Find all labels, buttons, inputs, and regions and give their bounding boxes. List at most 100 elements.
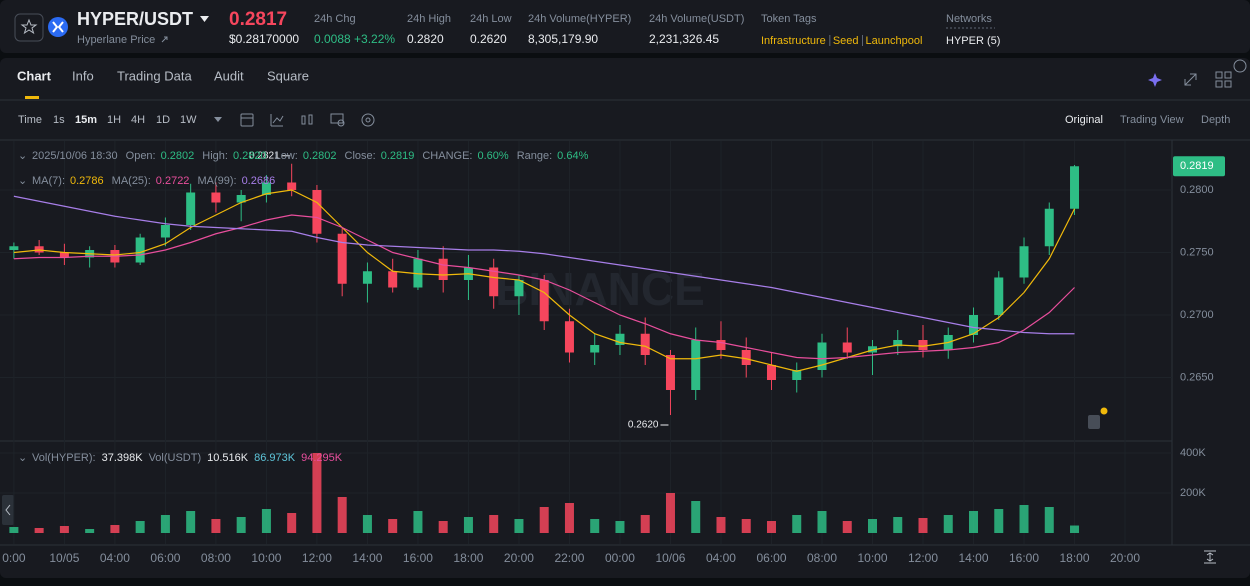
side-toggle[interactable] — [2, 495, 14, 525]
view-option[interactable]: Depth — [1201, 114, 1230, 126]
interval[interactable]: 1H — [107, 114, 121, 126]
x-tick-label: 16:00 — [1009, 551, 1039, 565]
volume-bar — [160, 515, 170, 533]
ma-legend-value: 0.2786 — [70, 175, 104, 187]
volume-legend: Vol(USDT) — [149, 452, 202, 464]
candle-body — [691, 340, 701, 390]
toolbar-icons[interactable] — [240, 113, 375, 127]
active-tab-indicator — [25, 96, 39, 99]
y-tick-label: 0.2700 — [1180, 309, 1214, 321]
candle-body — [994, 277, 1004, 315]
legend-label: Close: — [345, 150, 376, 162]
legend-value: 0.64% — [557, 150, 588, 162]
candle-body — [918, 340, 928, 350]
x-tick-label: 04:00 — [706, 551, 736, 565]
volume-bar — [590, 519, 600, 533]
legend-collapse[interactable]: ⌄ — [18, 150, 27, 162]
legend-date: 2025/10/06 18:30 — [32, 150, 118, 162]
token-tag[interactable]: Infrastructure — [761, 35, 826, 47]
candle-body — [539, 280, 549, 322]
ma-legend-name: MA(99): — [197, 175, 236, 187]
volume-legend: 10.516K — [207, 452, 249, 464]
volume-legend: 94.295K — [301, 452, 343, 464]
view-option[interactable]: Original — [1065, 114, 1103, 126]
alert-dot — [1100, 407, 1108, 415]
candle-body — [160, 225, 170, 238]
subtitle[interactable]: Hyperlane Price — [77, 34, 155, 46]
legend-label: CHANGE: — [422, 150, 472, 162]
volume-bar — [741, 519, 751, 533]
view-option[interactable]: Trading View — [1120, 114, 1184, 126]
interval[interactable]: 1W — [180, 114, 197, 126]
legend-collapse[interactable]: ⌄ — [18, 452, 27, 464]
legend-collapse[interactable]: ⌄ — [18, 175, 27, 187]
candle-body — [186, 192, 196, 225]
stat-label: 24h Volume(USDT) — [649, 13, 744, 25]
interval-dropdown[interactable] — [214, 117, 222, 122]
y-tick-label: 0.2650 — [1180, 371, 1214, 383]
token-tag[interactable]: Launchpool — [866, 35, 923, 47]
volume-bar — [640, 515, 650, 533]
tab[interactable]: Audit — [214, 68, 244, 83]
tab[interactable]: Chart — [17, 68, 52, 83]
layout-icon[interactable] — [1215, 71, 1232, 88]
axis-scale-icon[interactable] — [1204, 550, 1216, 564]
candle-body — [362, 271, 372, 284]
tab[interactable]: Square — [267, 68, 309, 83]
favorite-button[interactable] — [14, 13, 44, 42]
volume-bar — [514, 519, 524, 533]
x-tick-label: 14:00 — [352, 551, 382, 565]
token-tag[interactable]: Seed — [833, 35, 859, 47]
volume-bar — [9, 527, 19, 533]
interval[interactable]: 15m — [75, 114, 97, 126]
side-toggle-arrow — [5, 504, 11, 516]
stat-label: 24h Volume(HYPER) — [528, 13, 631, 25]
ma-legend-name: MA(7): — [32, 175, 65, 187]
volume-bar — [413, 511, 423, 533]
y-tick-label: 0.2800 — [1180, 184, 1214, 196]
volume-bar — [261, 509, 271, 533]
volume-bar — [135, 521, 145, 533]
candle-body — [1070, 166, 1080, 209]
volume-bar — [665, 493, 675, 533]
volume-bar — [59, 526, 69, 533]
interval[interactable]: Time — [18, 114, 42, 126]
ai-icon[interactable] — [1148, 73, 1162, 87]
stat-label: 24h Chg — [314, 13, 356, 25]
candle-body — [514, 280, 524, 297]
ma-line — [13, 189, 1076, 372]
pair-dropdown[interactable] — [200, 16, 209, 22]
x-tick-label: 14:00 — [958, 551, 988, 565]
x-tick-label: 16:00 — [403, 551, 433, 565]
interval[interactable]: 4H — [131, 114, 145, 126]
x-tick-label: 18:00 — [453, 551, 483, 565]
networks-value[interactable]: HYPER (5) — [946, 35, 1000, 47]
stat-label: 24h High — [407, 13, 451, 25]
interval[interactable]: 1s — [53, 114, 65, 126]
volume-bar — [463, 517, 473, 533]
tab[interactable]: Info — [72, 68, 94, 83]
y-tick-label: 200K — [1180, 487, 1206, 499]
candle-body — [312, 190, 322, 234]
ma-legend-name: MA(25): — [112, 175, 151, 187]
volume-bar — [918, 518, 928, 533]
volume-bar — [1019, 505, 1029, 533]
close-icon[interactable] — [1233, 59, 1247, 73]
tab[interactable]: Trading Data — [117, 68, 192, 83]
volume-legend: 86.973K — [254, 452, 296, 464]
volume-bar — [186, 511, 196, 533]
interval[interactable]: 1D — [156, 114, 170, 126]
expand-icon[interactable] — [1184, 73, 1197, 86]
candle-body — [489, 267, 499, 297]
candle-body — [893, 340, 903, 347]
candle-body — [716, 340, 726, 350]
stat-value: 2,231,326.45 — [649, 32, 719, 46]
volume-bar — [85, 529, 95, 533]
alert-icon[interactable] — [1088, 415, 1100, 429]
chart-panel — [0, 58, 1250, 578]
x-tick-label: 08:00 — [201, 551, 231, 565]
candle-body — [9, 246, 19, 250]
y-tick-label: 400K — [1180, 447, 1206, 459]
